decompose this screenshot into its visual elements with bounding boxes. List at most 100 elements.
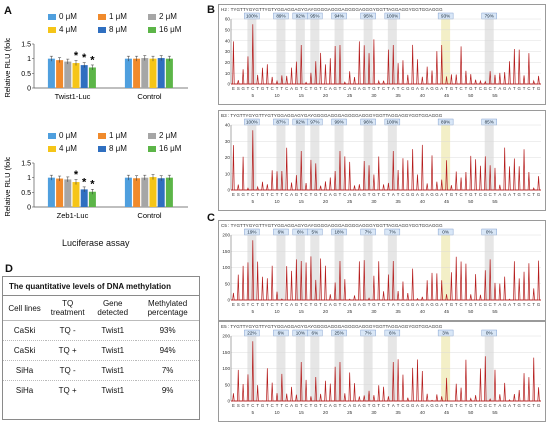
panel-letter-c: C — [207, 212, 215, 224]
legend-label: 4 μM — [59, 25, 77, 34]
y-tick-label: 20 — [225, 60, 231, 65]
base-letter: G — [241, 403, 245, 408]
base-letter: C — [343, 403, 346, 408]
base-letter: C — [527, 302, 530, 307]
base-letter: S — [237, 302, 240, 307]
base-letter: T — [281, 302, 284, 307]
x-tick-label: 50 — [468, 199, 474, 204]
cell-percentage: 9% — [161, 386, 174, 395]
base-letter: T — [532, 192, 535, 197]
base-letter: A — [348, 192, 351, 197]
base-letter: G — [241, 302, 245, 307]
base-letter: T — [276, 86, 279, 91]
percentage-label: 7% — [389, 230, 396, 235]
base-letter: A — [392, 302, 395, 307]
percentage-label: 92% — [296, 120, 305, 125]
y-tick-label: 50 — [225, 28, 231, 33]
x-tick-label: 10 — [274, 410, 280, 415]
base-letter: T — [377, 302, 380, 307]
base-letter: C — [324, 403, 327, 408]
x-tick-label: 30 — [371, 410, 377, 415]
base-letter: A — [329, 192, 332, 197]
bar — [64, 61, 72, 88]
percentage-label: 99% — [334, 120, 343, 125]
cell-treatment: TQ - — [46, 320, 90, 341]
base-letter: T — [494, 192, 497, 197]
base-letter: A — [416, 403, 419, 408]
base-letter: T — [339, 192, 342, 197]
y-tick-label: 1.5 — [21, 161, 31, 168]
legend-label: 2 μM — [159, 131, 177, 140]
base-letter: T — [532, 302, 535, 307]
base-letter: T — [368, 403, 371, 408]
percentage-label: 0% — [486, 331, 493, 336]
table-row: CaSki TQ + Twist1 94% — [3, 340, 199, 361]
base-letter: T — [281, 192, 284, 197]
base-letter: C — [305, 302, 308, 307]
table-title: The quantitative levels of DNA methylati… — [3, 277, 199, 296]
x-tick-label: 45 — [444, 199, 450, 204]
percentage-label: 100% — [386, 120, 398, 125]
base-letter: T — [523, 302, 526, 307]
percentage-label: 6% — [278, 331, 285, 336]
base-letter: T — [465, 192, 468, 197]
bar — [47, 58, 55, 88]
base-letter: G — [353, 192, 357, 197]
x-tick-label: 35 — [396, 93, 402, 98]
legend-item: 1 μM — [98, 131, 127, 140]
legend-swatch — [148, 145, 156, 152]
base-letter: T — [319, 302, 322, 307]
base-letter: G — [333, 403, 337, 408]
x-tick-label: 40 — [420, 93, 426, 98]
base-letter: C — [285, 403, 288, 408]
base-letter: C — [324, 302, 327, 307]
legend-label: 2 μM — [159, 12, 177, 21]
base-letter: G — [518, 302, 522, 307]
base-letter: T — [494, 302, 497, 307]
percentage-label: 19% — [247, 230, 256, 235]
y-tick-label: 0 — [227, 82, 230, 87]
base-letter: A — [426, 403, 429, 408]
base-letter: T — [387, 302, 390, 307]
bar — [56, 60, 64, 88]
base-letter: A — [329, 302, 332, 307]
base-letter: G — [295, 302, 299, 307]
base-letter: T — [339, 86, 342, 91]
base-letter: G — [411, 86, 415, 91]
legend-label: 1 μM — [109, 131, 127, 140]
x-tick-label: 30 — [371, 199, 377, 204]
bar — [149, 58, 157, 88]
base-letter: T — [455, 192, 458, 197]
base-letter: T — [377, 192, 380, 197]
percentage-label: 92% — [296, 14, 305, 19]
x-tick-label: 20 — [323, 309, 329, 314]
base-letter: C — [489, 403, 492, 408]
percentage-label: 89% — [276, 14, 285, 19]
base-letter: C — [285, 302, 288, 307]
percentage-label: 95% — [310, 14, 319, 19]
base-letter: T — [368, 86, 371, 91]
bar — [64, 179, 72, 207]
y-tick-label: 40 — [225, 38, 231, 43]
base-letter: C — [527, 192, 530, 197]
y-tick-label: 100 — [222, 265, 230, 270]
y-tick-label: 200 — [222, 334, 230, 339]
legend-item: 0 μM — [48, 131, 77, 140]
table-row: SiHa TQ - Twist1 7% — [3, 360, 199, 381]
legend-swatch — [48, 132, 56, 139]
base-letter: G — [450, 192, 454, 197]
base-letter: A — [358, 192, 361, 197]
cell-line: SiHa — [3, 360, 47, 381]
x-tick-label: 30 — [371, 93, 377, 98]
x-tick-label: 30 — [371, 309, 377, 314]
base-letter: A — [392, 403, 395, 408]
base-letter: G — [314, 86, 318, 91]
cell-line: SiHa — [15, 386, 34, 395]
base-letter: G — [295, 86, 299, 91]
bar — [80, 65, 88, 88]
legend-item: 8 μM — [98, 144, 127, 153]
header-gene-detected: Gene detected — [89, 296, 137, 321]
cell-treatment: TQ - — [46, 360, 90, 381]
base-letter: T — [445, 403, 448, 408]
legend-label: 0 μM — [59, 12, 77, 21]
